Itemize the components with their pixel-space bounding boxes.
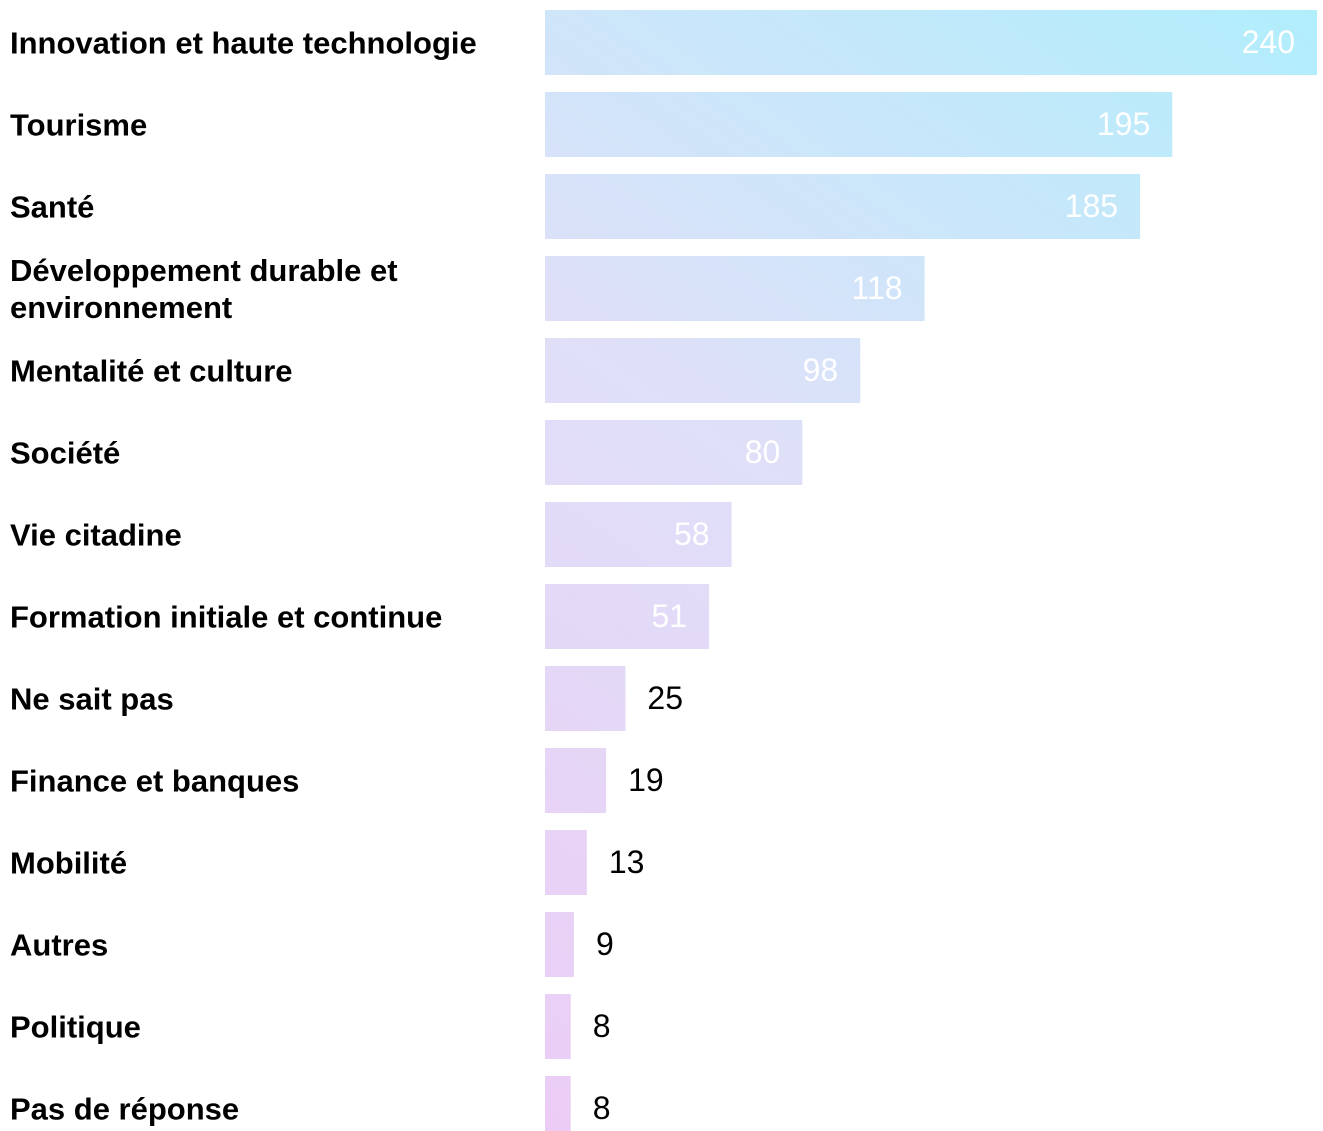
category-label: Autres xyxy=(10,927,109,962)
bar xyxy=(545,994,571,1059)
category-label: Mobilité xyxy=(10,845,128,880)
category-label: Politique xyxy=(10,1009,141,1044)
category-label: Société xyxy=(10,435,121,470)
bar xyxy=(545,10,1317,75)
category-label: Formation initiale et continue xyxy=(10,599,443,634)
value-label: 25 xyxy=(647,680,683,716)
value-label: 185 xyxy=(1065,188,1118,224)
category-label: Finance et banques xyxy=(10,763,300,798)
value-label: 19 xyxy=(628,762,664,798)
bar xyxy=(545,584,710,649)
bar xyxy=(545,338,861,403)
value-label: 13 xyxy=(609,844,645,880)
value-label: 8 xyxy=(593,1008,611,1044)
value-label: 195 xyxy=(1097,106,1150,142)
category-label: Pas de réponse xyxy=(10,1091,240,1126)
value-label: 80 xyxy=(745,434,781,470)
bar xyxy=(545,502,732,567)
value-label: 118 xyxy=(852,270,903,306)
category-label: Innovation et haute technologie xyxy=(10,25,477,60)
bar xyxy=(545,92,1173,157)
category-label: Vie citadine xyxy=(10,517,182,552)
bar xyxy=(545,748,607,813)
value-label: 9 xyxy=(596,926,614,962)
value-label: 8 xyxy=(593,1090,611,1126)
bar xyxy=(545,912,574,977)
bar xyxy=(545,830,587,895)
value-label: 98 xyxy=(803,352,839,388)
category-label: Développement durable et environnement xyxy=(10,252,398,325)
bar xyxy=(545,1076,571,1131)
category-label: Santé xyxy=(10,189,95,224)
value-label: 51 xyxy=(651,598,687,634)
category-label: Tourisme xyxy=(10,107,148,142)
category-label: Mentalité et culture xyxy=(10,353,293,388)
bar xyxy=(545,174,1141,239)
bar xyxy=(545,666,626,731)
value-label: 58 xyxy=(674,516,710,552)
value-label: 240 xyxy=(1242,24,1295,60)
bar xyxy=(545,420,803,485)
category-label: Ne sait pas xyxy=(10,681,174,716)
bar xyxy=(545,256,925,321)
